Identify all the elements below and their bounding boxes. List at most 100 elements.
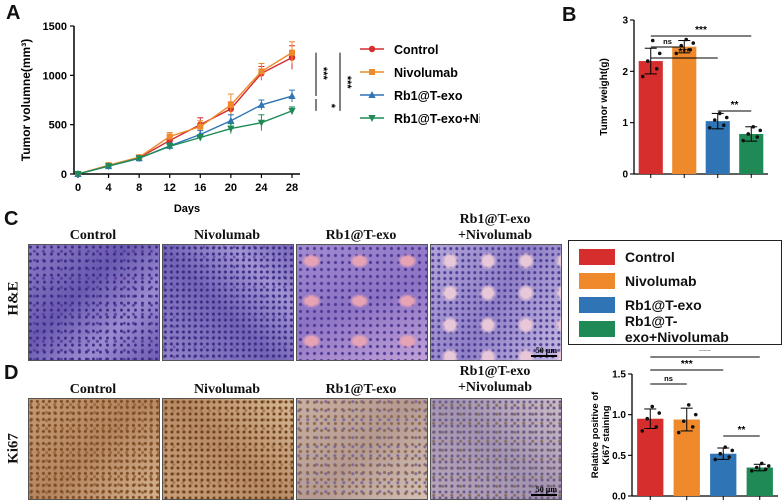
legend-swatch-combo — [579, 321, 615, 337]
data-point — [674, 51, 679, 56]
data-point — [684, 37, 689, 42]
data-point — [723, 445, 728, 449]
comparison-label: ** — [738, 425, 746, 436]
legend-marker — [369, 69, 375, 75]
ki67-image-control — [28, 398, 160, 500]
comparison-label: *** — [699, 350, 711, 357]
comparison-label: *** — [681, 359, 693, 370]
marker — [227, 116, 235, 124]
data-point — [650, 38, 655, 43]
sig-label-2: *** — [341, 76, 353, 90]
data-point — [713, 457, 718, 462]
sig-label-3: * — [325, 104, 337, 109]
x-tick-label: 0 — [75, 182, 81, 194]
y-tick-label: 0.5 — [612, 451, 626, 462]
bar-1 — [672, 46, 697, 175]
legend: Control Nivolumab Rb1@T-exo Rb1@T-exo+Ni… — [568, 240, 782, 345]
data-point — [688, 47, 693, 52]
panel-letter-a: A — [6, 2, 21, 24]
panel-letter-d: D — [4, 362, 19, 384]
legend-text-combo: Rb1@T-exo+Nivolumab — [624, 313, 729, 345]
ki67-scale-bar: 50 μm — [531, 485, 557, 496]
data-point — [763, 467, 768, 471]
he-image-rb1 — [296, 244, 428, 361]
data-point — [721, 123, 726, 128]
data-point — [741, 138, 746, 143]
marker — [227, 125, 235, 133]
data-point — [654, 425, 659, 429]
data-point — [650, 404, 655, 409]
x-tick-label: 12 — [164, 182, 176, 194]
y-tick-label: 0 — [622, 170, 628, 181]
data-point — [690, 425, 695, 429]
he-image-nivolumab — [162, 244, 294, 361]
data-point — [693, 412, 698, 417]
d-label-rb1: Rb1@T-exo — [325, 382, 397, 397]
legend-item-nivolumab: Nivolumab — [579, 271, 697, 291]
legend-item-combo: Rb1@T-exo+Nivolumab — [579, 313, 781, 345]
x-axis-label: Days — [174, 203, 200, 215]
data-point — [727, 455, 732, 459]
data-point — [758, 128, 763, 133]
y-axis-label: Relative positive of — [590, 391, 601, 478]
x-tick-label: 8 — [136, 182, 142, 194]
he-image-control — [28, 244, 160, 361]
y-tick-label: 1 — [622, 118, 628, 129]
legend-label-2: Rb1@T-exo — [394, 89, 463, 103]
y-tick-label: 1500 — [43, 21, 67, 33]
he-scale-bar: 50 μm — [531, 346, 557, 357]
ki67-image-rb1 — [296, 398, 428, 500]
data-point — [754, 465, 759, 470]
comparison-label: ** — [731, 100, 739, 111]
y-tick-label: 0.0 — [612, 492, 626, 503]
y-tick-label: 2 — [622, 67, 628, 78]
data-point — [751, 124, 756, 129]
y-tick-label: 3 — [622, 16, 628, 27]
bar-2 — [705, 121, 730, 174]
data-point — [730, 448, 735, 453]
d-label-combo: Rb1@T-exo +Nivolumab — [457, 364, 533, 395]
x-tick-label: 4 — [106, 182, 113, 194]
he-image-combo: 50 μm — [430, 244, 562, 361]
data-point — [691, 41, 696, 45]
c-label-nivolumab: Nivolumab — [193, 228, 261, 243]
d-label-nivolumab: Nivolumab — [193, 382, 261, 397]
data-point — [717, 111, 722, 116]
legend-item-rb1: Rb1@T-exo — [579, 295, 702, 315]
data-point — [749, 468, 754, 473]
data-point — [645, 59, 650, 63]
legend-text-rb1: Rb1@T-exo — [625, 297, 702, 313]
series-line-3 — [77, 110, 293, 175]
data-point — [686, 403, 691, 407]
data-point — [640, 429, 645, 433]
comparison-label: *** — [678, 47, 690, 58]
data-point — [755, 135, 760, 139]
legend-text-nivolumab: Nivolumab — [625, 273, 697, 289]
marker — [135, 155, 143, 163]
legend-item-control: Control — [579, 247, 675, 267]
legend-swatch-rb1 — [579, 297, 615, 313]
ki67-image-nivolumab — [162, 398, 294, 500]
x-tick-label: 20 — [225, 182, 237, 194]
data-point — [718, 451, 723, 456]
data-point — [676, 430, 681, 435]
data-point — [657, 51, 662, 56]
sig-label-1: *** — [317, 67, 329, 81]
data-point — [707, 126, 712, 130]
legend-label-1: Nivolumab — [394, 66, 458, 80]
row-label-he: H&E — [5, 281, 22, 316]
y-axis-label: Tumor volumne(mm³) — [19, 39, 33, 161]
legend-marker — [368, 91, 376, 98]
marker — [166, 133, 173, 140]
x-tick-label: 28 — [286, 182, 298, 194]
marker — [257, 100, 266, 108]
panel-letter-b: B — [562, 4, 577, 26]
marker — [288, 92, 296, 100]
marker — [227, 101, 234, 108]
ki67-scale-bar-text: 50 μm — [535, 485, 557, 494]
x-tick-label: 16 — [194, 182, 206, 194]
data-point — [681, 419, 686, 423]
y-tick-label: 1000 — [43, 70, 67, 82]
marker — [289, 49, 295, 56]
